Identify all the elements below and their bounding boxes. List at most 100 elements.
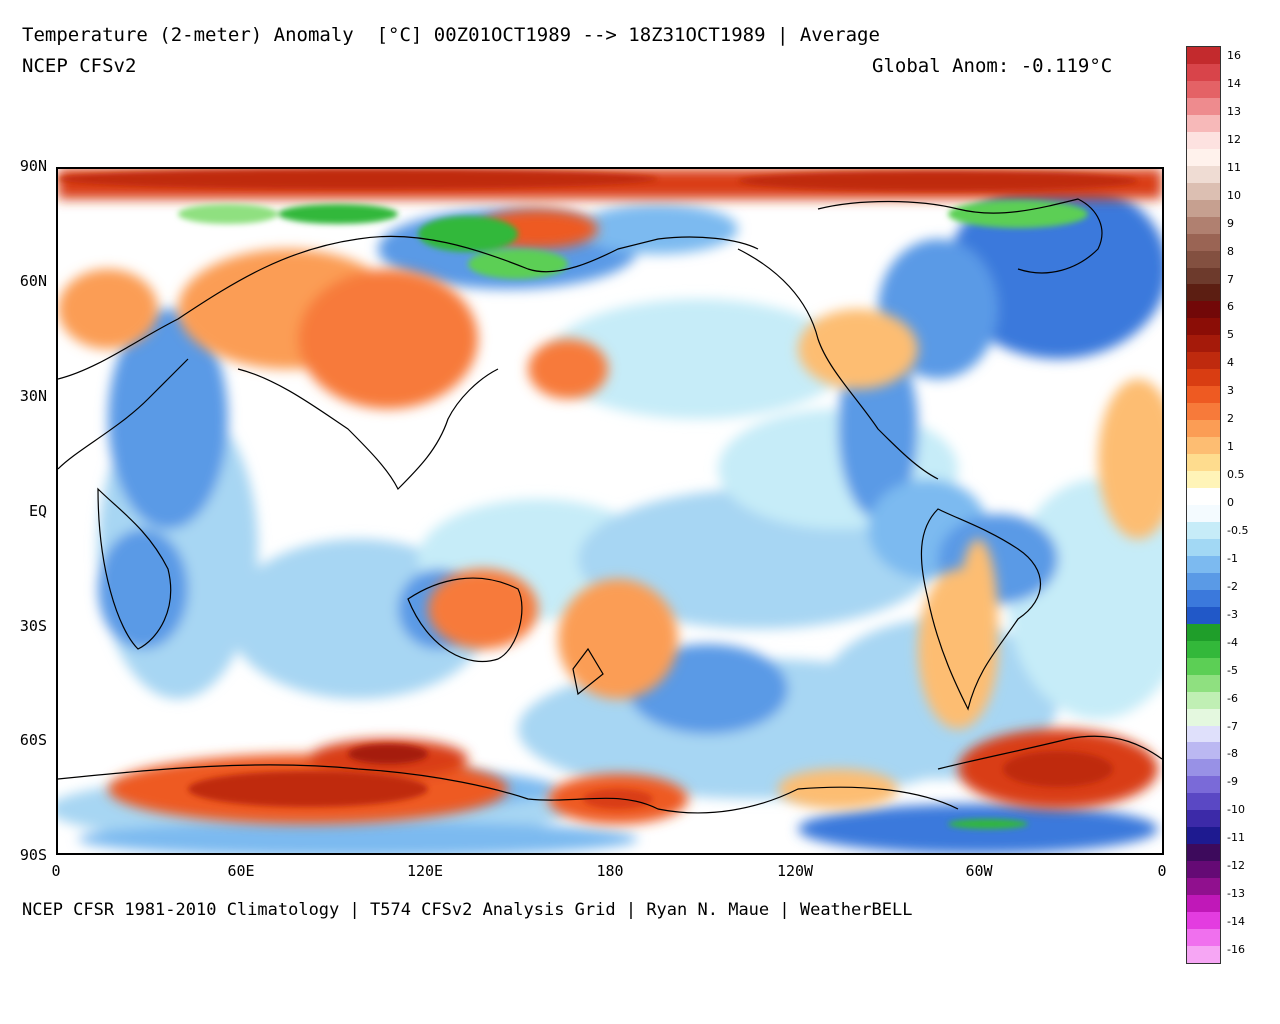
color-scale-label: 8 [1227,244,1234,258]
color-scale-swatch [1187,555,1220,574]
color-scale-label: 10 [1227,188,1241,202]
color-scale-label: -1 [1227,551,1238,565]
color-scale-swatch [1187,454,1220,472]
color-scale-swatch [1187,589,1220,608]
color-scale-swatch [1187,420,1220,438]
color-scale-swatch [1187,572,1220,591]
color-scale-label: 3 [1227,384,1234,398]
lon-label-60e: 60E [227,862,255,880]
color-scale-swatch [1187,403,1220,421]
color-scale-swatch [1187,759,1220,777]
color-scale-swatch [1187,80,1220,99]
color-scale-label: -6 [1227,691,1238,705]
color-scale-label: -3 [1227,607,1238,621]
color-scale-label: -16 [1227,943,1245,956]
color-scale-swatch [1187,471,1220,489]
color-scale-swatch [1187,878,1220,896]
color-scale-swatch [1187,352,1220,370]
color-scale-label: -4 [1227,635,1238,649]
lat-label-90s: 90S [19,846,47,864]
color-scale-swatch [1187,284,1220,302]
color-scale-swatch [1187,674,1220,693]
lat-label-60n: 60N [19,272,47,290]
color-scale-legend [1186,46,1221,964]
color-scale-swatch [1187,929,1220,947]
coastlines [58,198,1162,814]
color-scale-swatch [1187,250,1220,268]
map-title: Temperature (2-meter) Anomaly [°C] 00Z01… [22,24,880,46]
anomaly-map [56,167,1164,855]
color-scale-label: 12 [1227,132,1241,146]
color-scale-swatch [1187,861,1220,879]
color-scale-swatch [1187,827,1220,845]
color-scale-swatch [1187,131,1220,150]
lon-label-0: 0 [51,862,61,880]
color-scale-swatch [1187,640,1220,659]
color-scale-swatch [1187,63,1220,82]
color-scale-swatch [1187,216,1220,235]
color-scale-label: -12 [1227,859,1245,873]
color-scale-label: -10 [1227,803,1245,817]
color-scale-swatch [1187,148,1220,167]
color-scale-swatch [1187,267,1220,285]
model-subtitle: NCEP CFSv2 [22,55,137,77]
color-scale-label: 0 [1227,496,1234,509]
color-scale-swatch [1187,97,1220,116]
color-scale-label: -11 [1227,831,1245,845]
lat-label-90n: 90N [19,157,47,175]
color-scale-label: 0.5 [1227,468,1245,482]
color-scale-label: 5 [1227,328,1234,342]
color-scale-label: 2 [1227,412,1234,426]
color-scale-label: -13 [1227,887,1245,901]
color-scale-swatch [1187,946,1220,964]
color-scale-swatch [1187,708,1220,726]
color-scale-swatch [1187,521,1220,540]
color-scale-label: 1 [1227,440,1234,454]
color-scale-swatch [1187,810,1220,828]
color-scale-swatch [1187,114,1220,133]
lon-label-0-right: 0 [1157,862,1167,880]
anomaly-field [58,169,1162,853]
color-scale-label: 16 [1227,49,1241,62]
color-scale-swatch [1187,742,1220,760]
lon-label-60w: 60W [965,862,993,880]
color-scale-swatch [1187,165,1220,184]
color-scale-label: -0.5 [1227,523,1249,537]
color-scale-swatch [1187,182,1220,201]
color-scale-swatch [1187,912,1220,930]
lat-label-60s: 60S [19,731,47,749]
color-scale-swatch [1187,386,1220,404]
lon-label-180: 180 [596,862,624,880]
color-scale-label: 9 [1227,216,1234,230]
color-scale-label: 11 [1227,160,1241,174]
color-scale-label: 7 [1227,272,1234,286]
color-scale-swatch [1187,691,1220,710]
lat-label-eq: EQ [28,502,47,520]
color-scale-label: -5 [1227,663,1238,677]
color-scale-swatch [1187,47,1220,65]
color-scale-label: 4 [1227,356,1234,370]
color-scale-swatch [1187,233,1220,252]
color-scale-label: 6 [1227,300,1234,314]
color-scale-label: 13 [1227,104,1241,118]
color-scale-swatch [1187,437,1220,455]
global-anomaly-value: Global Anom: -0.119°C [872,55,1113,77]
lon-label-120w: 120W [776,862,814,880]
color-scale-swatch [1187,776,1220,794]
lat-label-30s: 30S [19,617,47,635]
color-scale-swatch [1187,369,1220,387]
lat-label-30n: 30N [19,387,47,405]
color-scale-swatch [1187,793,1220,811]
strong-anomaly-cores [58,169,1138,829]
color-scale-label: -9 [1227,775,1238,789]
color-scale-label: -7 [1227,719,1238,733]
map-footer-credits: NCEP CFSR 1981-2010 Climatology | T574 C… [22,900,913,920]
color-scale-swatch [1187,538,1220,557]
color-scale-swatch [1187,606,1220,625]
color-scale-swatch [1187,895,1220,913]
color-scale-label: -8 [1227,747,1238,761]
color-scale-swatch [1187,318,1220,336]
color-scale-swatch [1187,488,1220,506]
color-scale-label: -2 [1227,579,1238,593]
color-scale-label: -14 [1227,915,1245,929]
